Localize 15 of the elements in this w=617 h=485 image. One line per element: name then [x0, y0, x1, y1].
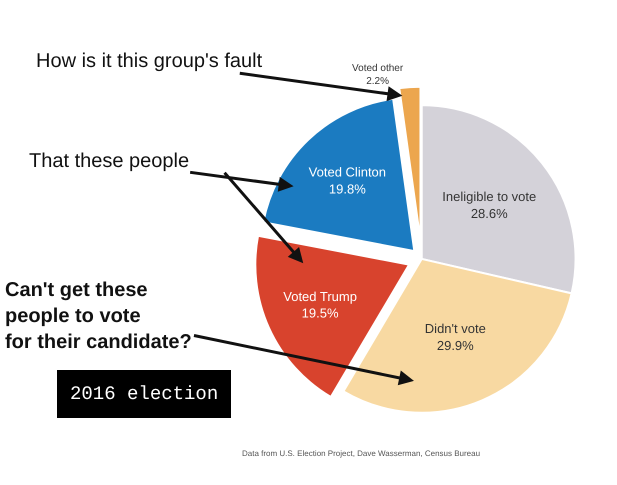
data-label: 29.9%	[436, 338, 474, 354]
data-label: 2.2%	[366, 76, 390, 88]
data-label: 28.6%	[470, 206, 508, 222]
text: Data from U.S. Election Project, Dave Wasserman, Census Bureau	[242, 449, 480, 458]
data-label: 19.5%	[302, 306, 339, 321]
text: 2016 election	[70, 383, 218, 405]
text: How is it this group's fault	[36, 50, 263, 72]
slice-label: Voted other	[352, 63, 404, 74]
text: That these people	[29, 150, 190, 172]
slice-label: Didn't vote	[424, 321, 486, 336]
slice-label: Voted Trump	[283, 288, 357, 304]
slice-label: Voted Clinton	[308, 164, 386, 180]
data-label: 19.8%	[328, 182, 366, 197]
text: Can't get these people to vote for their candidate?	[5, 279, 192, 353]
slice-label: Ineligible to vote	[442, 189, 536, 204]
